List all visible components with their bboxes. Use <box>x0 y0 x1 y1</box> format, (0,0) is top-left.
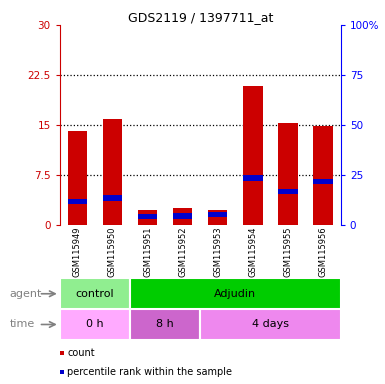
Bar <box>130 309 200 340</box>
Bar <box>313 179 333 184</box>
Bar <box>173 208 192 225</box>
Text: 4 days: 4 days <box>252 319 289 329</box>
Text: GSM115955: GSM115955 <box>283 226 293 277</box>
Bar <box>103 195 122 201</box>
Bar <box>200 309 341 340</box>
Text: percentile rank within the sample: percentile rank within the sample <box>67 367 233 377</box>
Bar <box>243 175 263 181</box>
Text: GSM115949: GSM115949 <box>73 226 82 277</box>
Text: count: count <box>67 348 95 358</box>
Text: 0 h: 0 h <box>86 319 104 329</box>
Bar <box>173 214 192 218</box>
Bar <box>103 119 122 225</box>
Bar <box>60 278 130 309</box>
Bar <box>130 278 341 309</box>
Title: GDS2119 / 1397711_at: GDS2119 / 1397711_at <box>127 11 273 24</box>
Bar <box>138 214 157 219</box>
Bar <box>313 126 333 225</box>
Text: GSM115956: GSM115956 <box>319 226 328 277</box>
Bar <box>138 210 157 225</box>
Text: GSM115952: GSM115952 <box>178 226 187 277</box>
Text: GSM115953: GSM115953 <box>213 226 222 277</box>
Text: time: time <box>10 319 35 329</box>
Bar <box>208 212 228 217</box>
Bar <box>208 210 228 225</box>
Bar <box>68 199 87 204</box>
Bar <box>278 189 298 194</box>
Text: Adjudin: Adjudin <box>214 289 256 299</box>
Bar <box>60 309 130 340</box>
Text: control: control <box>75 289 114 299</box>
Text: 8 h: 8 h <box>156 319 174 329</box>
Text: GSM115951: GSM115951 <box>143 226 152 277</box>
Bar <box>278 124 298 225</box>
Bar <box>68 131 87 225</box>
Text: GSM115950: GSM115950 <box>108 226 117 277</box>
Bar <box>243 86 263 225</box>
Text: agent: agent <box>10 289 42 299</box>
Text: GSM115954: GSM115954 <box>248 226 258 277</box>
